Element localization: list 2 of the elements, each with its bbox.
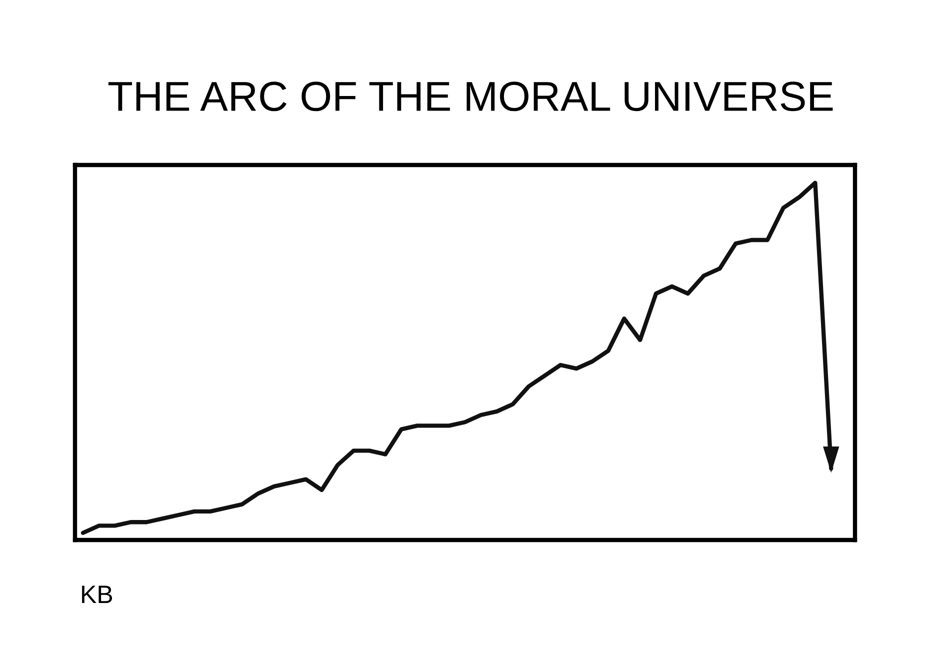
text: KB xyxy=(82,586,112,603)
chart-title: THE ARC OF THE MORAL UNIVERSE xyxy=(108,82,833,112)
